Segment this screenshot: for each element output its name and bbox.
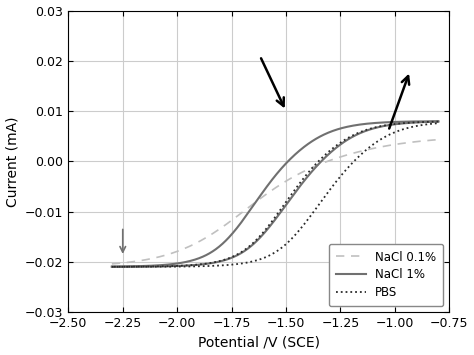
PBS xyxy=(428,122,433,126)
PBS xyxy=(109,265,115,269)
NaCl 0.1% xyxy=(436,137,441,142)
NaCl 1% xyxy=(376,125,382,129)
NaCl 0.1% xyxy=(286,178,292,182)
NaCl 0.1% xyxy=(264,192,270,196)
NaCl 1% xyxy=(109,264,115,269)
X-axis label: Potential /V (SCE): Potential /V (SCE) xyxy=(198,335,320,349)
Y-axis label: Current (mA): Current (mA) xyxy=(6,116,19,207)
NaCl 0.1% xyxy=(266,190,272,195)
Line: NaCl 0.1%: NaCl 0.1% xyxy=(112,140,438,264)
PBS xyxy=(376,138,382,142)
PBS xyxy=(303,219,309,224)
NaCl 0.1% xyxy=(428,138,433,142)
NaCl 1% xyxy=(436,120,441,124)
Legend: NaCl 0.1%, NaCl 1%, PBS: NaCl 0.1%, NaCl 1%, PBS xyxy=(329,244,443,306)
NaCl 0.1% xyxy=(109,262,115,266)
NaCl 1% xyxy=(428,120,433,124)
PBS xyxy=(286,240,292,244)
NaCl 1% xyxy=(264,228,270,232)
PBS xyxy=(436,121,441,125)
Line: NaCl 1%: NaCl 1% xyxy=(112,122,438,267)
NaCl 0.1% xyxy=(303,168,309,173)
NaCl 1% xyxy=(266,225,272,230)
PBS xyxy=(266,253,272,258)
PBS xyxy=(264,255,270,259)
NaCl 1% xyxy=(286,200,292,204)
NaCl 0.1% xyxy=(376,145,382,149)
NaCl 1% xyxy=(303,176,309,180)
Line: PBS: PBS xyxy=(112,123,438,267)
